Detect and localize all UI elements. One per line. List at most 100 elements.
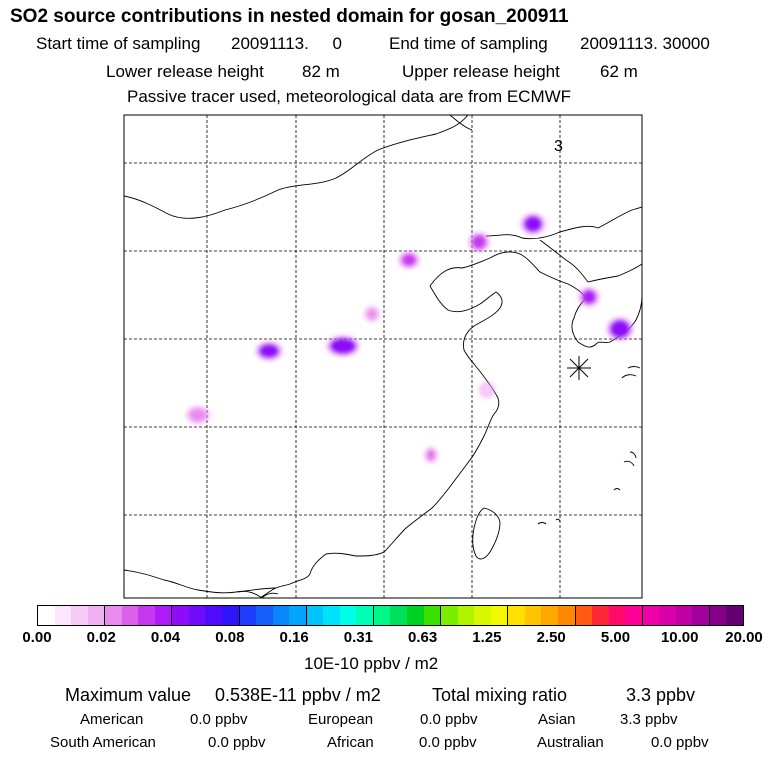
- tracer-note: Passive tracer used, meteorological data…: [127, 87, 572, 106]
- coast-shandong-north: [429, 285, 497, 313]
- legend-tick-label: 0.63: [408, 629, 438, 646]
- panel-number: 3: [554, 138, 563, 155]
- color-bar-cell: [541, 606, 558, 625]
- region-value: 0.0 ppbv: [420, 711, 478, 728]
- region-name: South American: [50, 734, 156, 751]
- plume-west-1: [259, 344, 279, 358]
- plume-beijing: [402, 254, 416, 266]
- color-bar-cell: [256, 606, 273, 625]
- total-mixing-label: Total mixing ratio: [432, 685, 568, 705]
- islands-ryukyu: [623, 451, 637, 467]
- region-value: 0.0 ppbv: [208, 734, 266, 751]
- color-bar-cell: [407, 606, 424, 625]
- plume-korea-south: [610, 320, 630, 338]
- color-bar-cell: [659, 606, 676, 625]
- color-bar-cell: [692, 606, 710, 625]
- color-bar-cell: [508, 606, 525, 625]
- color-bar-cell: [557, 606, 576, 625]
- color-bar-cell: [675, 606, 693, 625]
- max-value-label: Maximum value: [65, 685, 192, 705]
- max-value: 0.538E-11 ppbv / m2: [215, 685, 381, 705]
- legend-tick-label: 5.00: [600, 629, 631, 646]
- region-value: 0.0 ppbv: [651, 734, 709, 751]
- color-bar-cell: [423, 606, 442, 625]
- legend-tick-label: 0.00: [22, 629, 52, 646]
- color-bar-cell: [323, 606, 340, 625]
- color-bar-cell: [339, 606, 357, 625]
- lower-height-value: 82 m: [302, 62, 340, 81]
- legend-tick-label: 0.02: [86, 629, 116, 646]
- color-bar-cell: [524, 606, 542, 625]
- plume-shaanxi: [368, 309, 376, 319]
- color-bar-cell: [138, 606, 155, 625]
- color-bar-cell: [642, 606, 660, 625]
- plume-layer: [186, 213, 634, 463]
- color-bar-cell: [239, 606, 257, 625]
- plume-south: [428, 450, 434, 460]
- legend-tick-label: 1.25: [472, 629, 502, 646]
- color-bar-cell: [373, 606, 391, 625]
- legend-tick-label: 0.04: [150, 629, 181, 646]
- region-value: 0.0 ppbv: [419, 734, 477, 751]
- color-bar-cell: [121, 606, 139, 625]
- legend-tick-label: 0.16: [279, 629, 309, 646]
- legend-units: 10E-10 ppbv / m2: [304, 654, 439, 673]
- end-time-value: 20091113. 30000: [580, 34, 710, 53]
- island-hainan: [261, 592, 279, 598]
- color-bar-cell: [272, 606, 290, 625]
- region-value: 0.0 ppbv: [190, 711, 248, 728]
- color-bar-cell: [172, 606, 189, 625]
- coast-jiangsu: [463, 291, 503, 415]
- border-north: [449, 115, 473, 131]
- plume-hebei: [472, 235, 486, 249]
- figure-title: SO2 source contributions in nested domai…: [10, 6, 569, 27]
- plume-central-west: [190, 409, 206, 421]
- color-bar-cell: [709, 606, 727, 625]
- upper-height-label: Upper release height: [402, 62, 560, 81]
- color-bar-cell: [441, 606, 458, 625]
- color-bar-cell: [625, 606, 643, 625]
- islands-small: [537, 518, 561, 525]
- legend-tick-label: 0.08: [215, 629, 245, 646]
- color-bar-cell: [54, 606, 72, 625]
- legend-tick-label: 2.50: [536, 629, 566, 646]
- color-bar-cell: [726, 606, 743, 625]
- color-bar-cell: [105, 606, 122, 625]
- color-bar-cell: [188, 606, 206, 625]
- border-korea: [539, 239, 642, 283]
- color-bar-cell: [575, 606, 593, 625]
- asterisk-marker: [567, 356, 591, 380]
- border-mongolia: [124, 115, 469, 219]
- legend-tick-label: 20.00: [725, 629, 763, 646]
- color-bar-cell: [205, 606, 223, 625]
- legend-tick-label: 0.31: [343, 629, 373, 646]
- start-time-value: 20091113. 0: [231, 34, 342, 53]
- legend-tick-label: 10.00: [660, 629, 699, 646]
- islands-small: [613, 488, 621, 491]
- region-name: African: [327, 734, 374, 751]
- plume-shanghai: [483, 385, 491, 395]
- color-bar-cell: [71, 606, 88, 625]
- plume-west-2: [330, 338, 356, 354]
- grid-lines: [124, 115, 642, 598]
- color-bar-cell: [592, 606, 609, 625]
- islands-japan: [621, 366, 641, 379]
- color-bar-cell: [87, 606, 106, 625]
- end-time-label: End time of sampling: [389, 34, 548, 53]
- plume-korea-north: [582, 290, 596, 304]
- color-bar-cell: [289, 606, 307, 625]
- color-bar: [37, 605, 744, 626]
- border-northeast: [485, 206, 642, 240]
- color-bar-cell: [356, 606, 374, 625]
- color-bar-cell: [38, 606, 55, 625]
- coastlines-and-borders: [124, 115, 642, 598]
- total-mixing-value: 3.3 ppbv: [626, 685, 696, 705]
- region-name: American: [80, 711, 144, 728]
- border-vietnam: [237, 587, 277, 593]
- color-bar-cell: [474, 606, 491, 625]
- color-bar-cell: [154, 606, 173, 625]
- color-bar-cell: [490, 606, 509, 625]
- island-taiwan: [472, 507, 501, 560]
- map-panel: 3: [123, 114, 643, 599]
- region-name: Asian: [538, 711, 576, 728]
